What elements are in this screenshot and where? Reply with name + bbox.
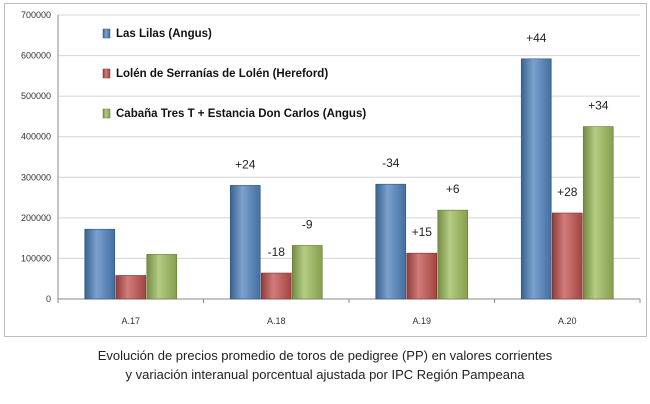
bar [582, 126, 614, 300]
bar [84, 228, 116, 300]
bar [229, 185, 261, 300]
y-tick-label: 200000 [21, 213, 51, 223]
y-tick-label: 0 [46, 294, 51, 304]
legend: Las Lilas (Angus) Lolén de Serranías de L… [102, 28, 366, 120]
data-label: -18 [268, 245, 286, 259]
legend-label: Lolén de Serranías de Lolén (Hereford) [116, 68, 328, 80]
axes: 0 100000 200000 300000 400000 500000 600000 700… [21, 10, 641, 326]
y-tick-label: 700000 [21, 10, 51, 20]
legend-swatch [102, 68, 111, 79]
bar [520, 58, 552, 300]
data-label: +24 [235, 157, 256, 171]
data-label: +15 [412, 225, 433, 239]
legend-swatch [102, 108, 111, 119]
data-label: -34 [382, 156, 400, 170]
y-tick-label: 100000 [21, 253, 51, 263]
bar [406, 252, 438, 300]
bar [115, 275, 147, 300]
x-tick-label: A.19 [412, 316, 431, 326]
bar [551, 212, 583, 300]
y-tick-label: 400000 [21, 132, 51, 142]
bar [375, 183, 407, 300]
legend-label: Cabaña Tres T + Estancia Don Carlos (Ang… [116, 108, 366, 120]
y-tick-label: 600000 [21, 51, 51, 61]
data-label: +44 [526, 31, 547, 45]
y-tick-label: 300000 [21, 172, 51, 182]
caption-line-1: Evolución de precios promedio de toros d… [97, 348, 553, 363]
caption-line-2: y variación interanual porcentual ajusta… [125, 367, 525, 382]
x-tick-label: A.20 [558, 316, 577, 326]
x-tick-label: A.17 [121, 316, 140, 326]
chart-caption: Evolución de precios promedio de toros d… [0, 346, 650, 384]
legend-label: Las Lilas (Angus) [116, 28, 212, 40]
bar [437, 209, 469, 300]
x-tick-label: A.18 [267, 316, 286, 326]
legend-swatch [102, 28, 111, 39]
data-label: +28 [557, 185, 578, 199]
bar [260, 272, 292, 300]
data-label: -9 [302, 217, 313, 231]
bar [146, 254, 178, 300]
y-tick-label: 500000 [21, 91, 51, 101]
data-label: +6 [446, 182, 460, 196]
chart-frame: 0 100000 200000 300000 400000 500000 600000 700… [4, 3, 647, 337]
data-label: +34 [588, 99, 609, 113]
bar-chart: 0 100000 200000 300000 400000 500000 600000 700… [21, 10, 641, 326]
data-labels: +24 -18 -9 -34 +15 +6 +44 +28 +34 [235, 31, 609, 259]
bars [84, 58, 614, 300]
gridlines [58, 14, 640, 259]
bar [291, 245, 323, 300]
